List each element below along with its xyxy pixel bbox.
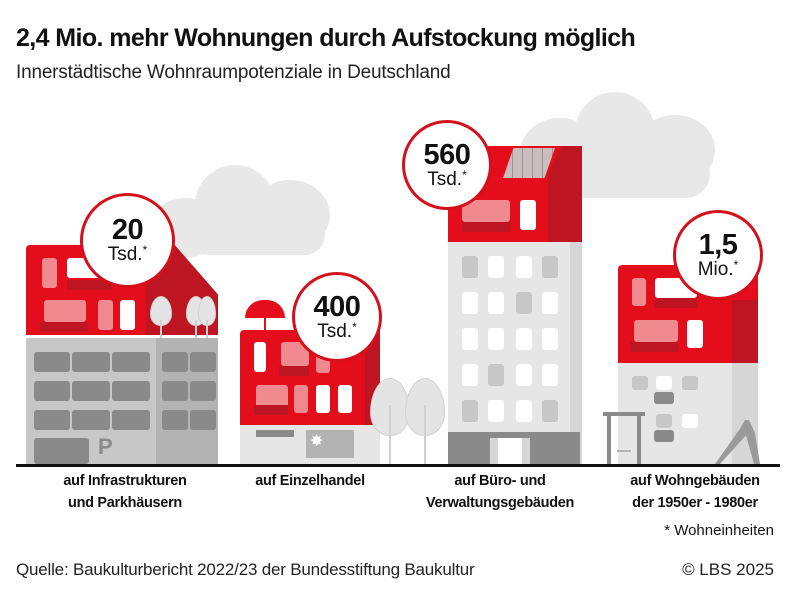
copyright-note: © LBS 2025: [682, 560, 774, 579]
value-bubble-3: 560 Tsd.*: [402, 120, 492, 210]
footnote: * Wohneinheiten: [664, 522, 774, 539]
value-bubble-2: 400 Tsd.*: [292, 272, 382, 362]
value-bubble-4: 1,5 Mio.*: [673, 210, 763, 300]
category-label-1: auf Infrastrukturen und Parkhäusern: [63, 473, 187, 511]
category-label-4: auf Wohngebäuden der 1950er - 1980er: [630, 473, 760, 511]
umbrella-icon: [245, 300, 285, 318]
value-bubble-1: 20 Tsd.*: [80, 193, 175, 288]
category-label-2: auf Einzelhandel: [255, 473, 365, 489]
ground-line: [16, 464, 780, 467]
chart-subtitle: Innerstädtische Wohnraumpotenziale in De…: [16, 62, 451, 83]
chart-title: 2,4 Mio. mehr Wohnungen durch Aufstockun…: [16, 24, 636, 52]
parking-sign: P: [98, 434, 113, 459]
category-label-3: auf Büro- und Verwaltungsgebäuden: [425, 473, 575, 511]
sun-icon: ✸: [310, 433, 324, 450]
source-note: Quelle: Baukulturbericht 2022/23 der Bun…: [16, 560, 475, 579]
